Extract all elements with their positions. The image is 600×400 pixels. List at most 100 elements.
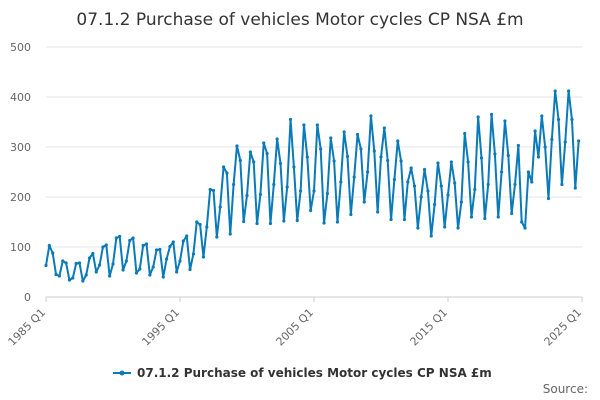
data-point[interactable] bbox=[329, 136, 333, 140]
data-point[interactable] bbox=[141, 243, 145, 248]
data-point[interactable] bbox=[419, 195, 423, 199]
data-point[interactable] bbox=[530, 180, 534, 184]
data-point[interactable] bbox=[282, 219, 286, 223]
data-point[interactable] bbox=[225, 171, 229, 175]
data-point[interactable] bbox=[295, 218, 299, 223]
data-point[interactable] bbox=[44, 263, 48, 268]
data-point[interactable] bbox=[64, 261, 68, 265]
data-point[interactable] bbox=[540, 114, 544, 118]
data-point[interactable] bbox=[265, 151, 269, 156]
data-point[interactable] bbox=[563, 140, 567, 144]
data-point[interactable] bbox=[369, 114, 373, 118]
data-point[interactable] bbox=[453, 181, 457, 185]
data-point[interactable] bbox=[235, 144, 239, 148]
data-point[interactable] bbox=[335, 220, 340, 224]
data-point[interactable] bbox=[523, 226, 527, 230]
data-point[interactable] bbox=[325, 191, 329, 196]
data-point[interactable] bbox=[104, 243, 108, 247]
data-point[interactable] bbox=[128, 238, 132, 243]
legend[interactable]: 07.1.2 Purchase of vehicles Motor cycles… bbox=[113, 366, 492, 380]
data-point[interactable] bbox=[248, 150, 252, 154]
data-point[interactable] bbox=[98, 263, 102, 267]
data-point[interactable] bbox=[138, 267, 142, 271]
data-point[interactable] bbox=[238, 158, 242, 163]
data-point[interactable] bbox=[51, 251, 55, 255]
data-point[interactable] bbox=[463, 131, 467, 136]
data-point[interactable] bbox=[416, 226, 420, 230]
data-point[interactable] bbox=[47, 243, 51, 248]
data-point[interactable] bbox=[476, 115, 480, 119]
data-point[interactable] bbox=[161, 275, 165, 279]
data-point[interactable] bbox=[299, 189, 303, 193]
data-point[interactable] bbox=[228, 232, 232, 236]
data-point[interactable] bbox=[101, 245, 105, 249]
data-point[interactable] bbox=[275, 137, 279, 141]
data-point[interactable] bbox=[402, 217, 407, 222]
data-point[interactable] bbox=[171, 240, 175, 244]
data-point[interactable] bbox=[221, 165, 226, 169]
data-point[interactable] bbox=[252, 160, 256, 164]
data-point[interactable] bbox=[315, 123, 319, 127]
data-point[interactable] bbox=[570, 117, 574, 122]
data-point[interactable] bbox=[489, 112, 494, 117]
data-point[interactable] bbox=[188, 267, 192, 272]
data-point[interactable] bbox=[577, 139, 581, 143]
data-point[interactable] bbox=[84, 273, 88, 277]
data-point[interactable] bbox=[355, 132, 360, 137]
data-point[interactable] bbox=[272, 182, 276, 187]
data-point[interactable] bbox=[443, 225, 447, 229]
data-point[interactable] bbox=[382, 126, 386, 130]
data-point[interactable] bbox=[148, 273, 152, 277]
data-point[interactable] bbox=[309, 208, 313, 213]
data-point[interactable] bbox=[496, 215, 500, 219]
data-point[interactable] bbox=[54, 272, 58, 277]
data-point[interactable] bbox=[422, 167, 427, 172]
data-point[interactable] bbox=[506, 153, 510, 158]
data-point[interactable] bbox=[352, 175, 356, 179]
data-point[interactable] bbox=[242, 219, 246, 224]
data-point[interactable] bbox=[262, 141, 266, 145]
data-point[interactable] bbox=[121, 268, 125, 272]
data-point[interactable] bbox=[426, 189, 430, 193]
data-point[interactable] bbox=[466, 160, 470, 164]
data-point[interactable] bbox=[191, 252, 195, 256]
data-point[interactable] bbox=[215, 235, 219, 239]
data-point[interactable] bbox=[258, 192, 262, 197]
data-point[interactable] bbox=[134, 271, 139, 275]
data-point[interactable] bbox=[573, 186, 577, 190]
data-point[interactable] bbox=[195, 220, 199, 224]
data-point[interactable] bbox=[114, 236, 118, 240]
data-point[interactable] bbox=[208, 187, 212, 192]
data-point[interactable] bbox=[386, 158, 390, 163]
data-point[interactable] bbox=[168, 244, 172, 249]
data-point[interactable] bbox=[185, 234, 189, 238]
data-point[interactable] bbox=[500, 170, 504, 174]
data-point[interactable] bbox=[543, 145, 547, 149]
data-point[interactable] bbox=[205, 225, 209, 229]
data-point[interactable] bbox=[446, 193, 450, 197]
data-point[interactable] bbox=[349, 212, 353, 217]
data-point[interactable] bbox=[255, 221, 259, 226]
data-point[interactable] bbox=[459, 200, 463, 204]
data-point[interactable] bbox=[376, 210, 380, 214]
data-point[interactable] bbox=[516, 143, 520, 148]
data-point[interactable] bbox=[181, 239, 185, 243]
data-point[interactable] bbox=[366, 170, 370, 174]
data-point[interactable] bbox=[396, 139, 400, 143]
data-point[interactable] bbox=[479, 156, 484, 160]
data-point[interactable] bbox=[61, 259, 65, 263]
data-point[interactable] bbox=[473, 187, 477, 192]
data-point[interactable] bbox=[409, 166, 413, 170]
data-point[interactable] bbox=[493, 152, 497, 156]
data-point[interactable] bbox=[449, 160, 453, 164]
data-point[interactable] bbox=[483, 216, 487, 221]
data-point[interactable] bbox=[178, 259, 182, 263]
data-point[interactable] bbox=[536, 155, 541, 159]
data-point[interactable] bbox=[111, 262, 115, 266]
data-point[interactable] bbox=[520, 220, 524, 224]
data-point[interactable] bbox=[339, 180, 343, 184]
data-point[interactable] bbox=[429, 234, 433, 238]
data-point[interactable] bbox=[285, 185, 289, 189]
data-point[interactable] bbox=[57, 274, 62, 278]
data-point[interactable] bbox=[399, 159, 403, 163]
